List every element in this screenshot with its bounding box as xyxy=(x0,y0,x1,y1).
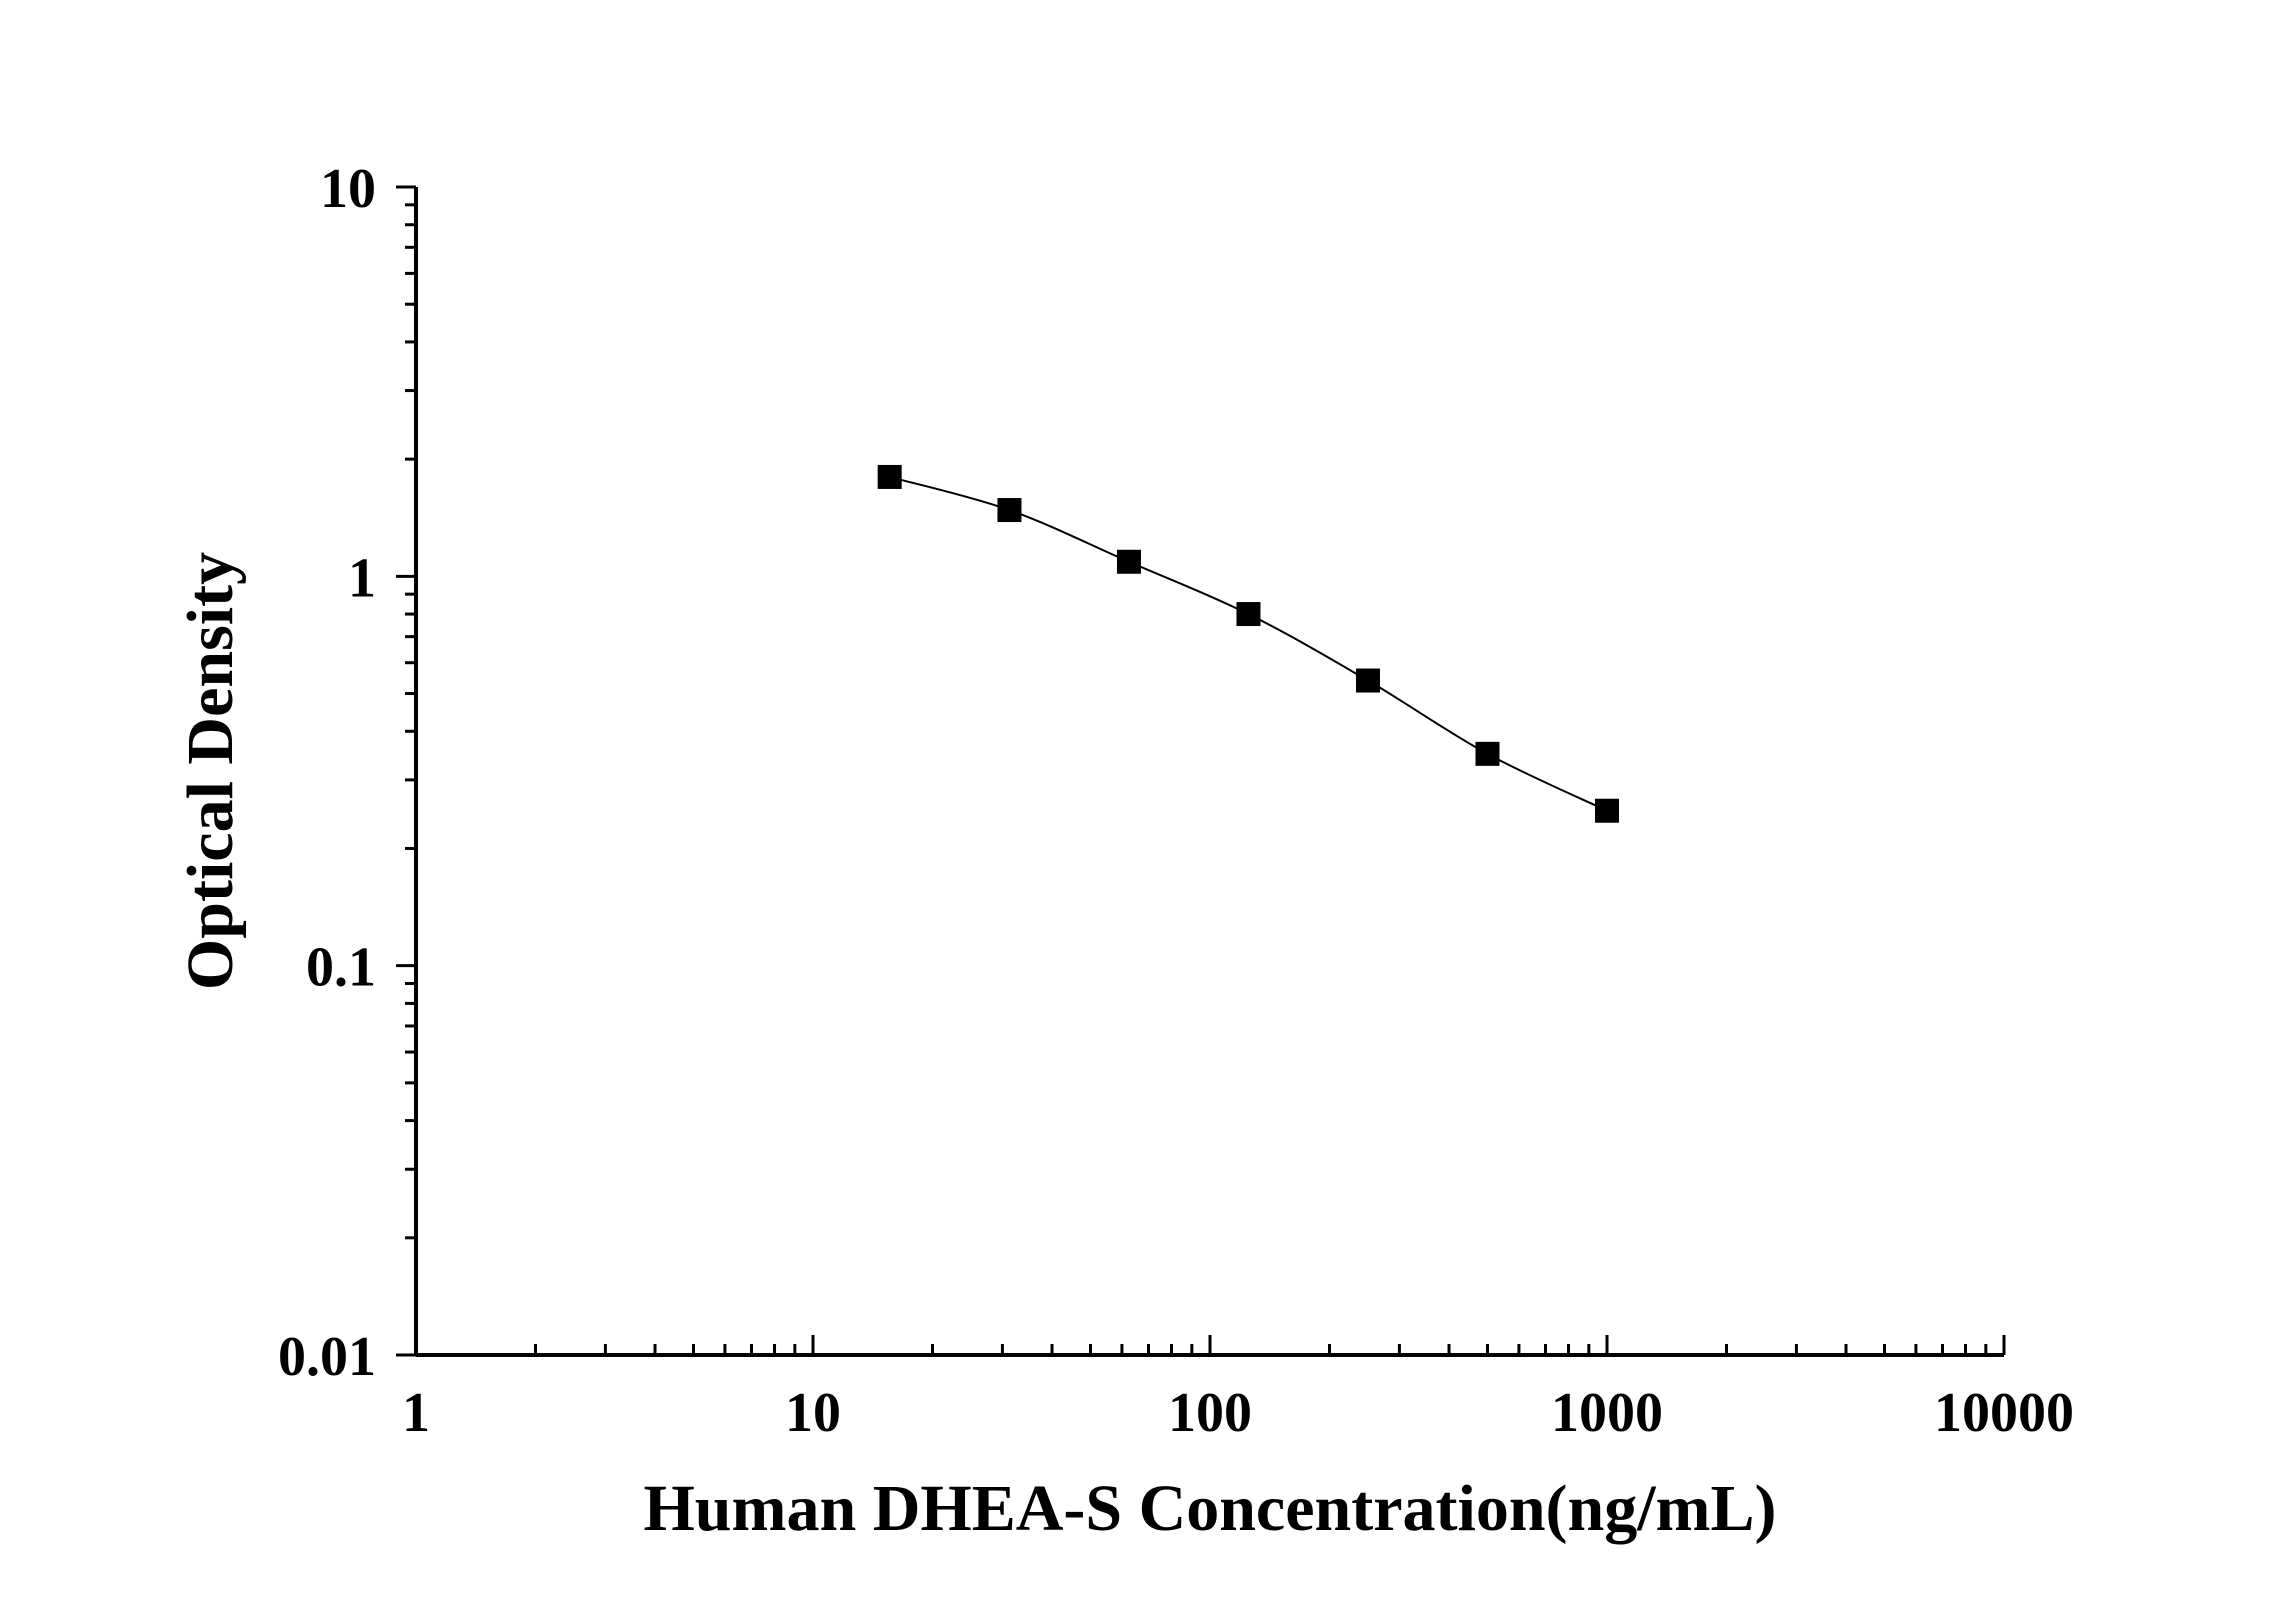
y-tick-label: 1 xyxy=(348,547,376,609)
y-axis-title: Optical Density xyxy=(174,552,247,990)
x-tick-label: 10 xyxy=(785,1382,841,1444)
x-tick-label: 1 xyxy=(402,1382,430,1444)
axes xyxy=(414,187,2004,1357)
x-tick-label: 1000 xyxy=(1551,1382,1663,1444)
tick-labels: 1 10 100 1000 10000 0.01 0.1 1 10 xyxy=(278,158,2074,1444)
y-tick-label: 10 xyxy=(320,158,376,220)
data-point xyxy=(1355,668,1380,693)
x-tick-label: 10000 xyxy=(1934,1382,2074,1444)
data-point xyxy=(1116,549,1141,574)
y-tick-label: 0.1 xyxy=(306,937,376,999)
x-axis-title: Human DHEA-S Concentration(ng/mL) xyxy=(643,1472,1776,1545)
data-point xyxy=(1595,798,1619,823)
x-tick-label: 100 xyxy=(1168,1382,1252,1444)
data-markers xyxy=(877,464,1619,823)
data-point xyxy=(1236,602,1261,627)
y-tick-label: 0.01 xyxy=(278,1326,376,1388)
data-point xyxy=(1475,741,1500,766)
ticks xyxy=(396,185,2006,1357)
data-point xyxy=(997,498,1022,523)
data-point xyxy=(877,464,902,489)
